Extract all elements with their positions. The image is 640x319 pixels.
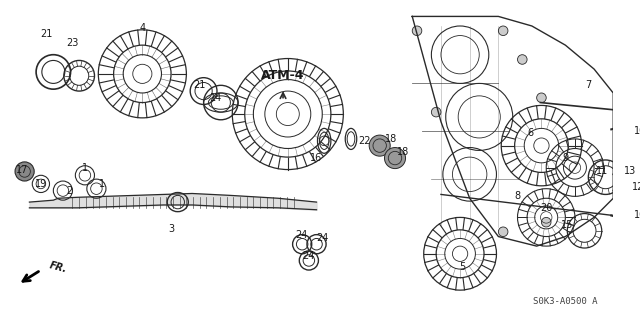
- Circle shape: [369, 135, 390, 156]
- Text: 11: 11: [596, 167, 608, 176]
- Text: 9: 9: [563, 153, 568, 163]
- Text: 17: 17: [15, 165, 28, 174]
- Circle shape: [499, 26, 508, 35]
- Text: 18: 18: [385, 134, 397, 144]
- Text: 12: 12: [632, 182, 640, 192]
- Circle shape: [518, 55, 527, 64]
- Circle shape: [537, 93, 546, 102]
- Text: 19: 19: [35, 179, 47, 189]
- Circle shape: [385, 147, 406, 169]
- Text: 21: 21: [193, 80, 206, 90]
- Text: 7: 7: [585, 80, 591, 90]
- Text: 10: 10: [634, 211, 640, 220]
- Circle shape: [628, 217, 640, 228]
- Text: 1: 1: [99, 179, 105, 189]
- Text: 24: 24: [303, 251, 315, 261]
- Text: 23: 23: [67, 38, 79, 48]
- Text: 18: 18: [397, 147, 409, 157]
- Circle shape: [15, 162, 34, 181]
- Text: 22: 22: [358, 136, 371, 146]
- Circle shape: [499, 227, 508, 237]
- Text: 21: 21: [40, 29, 53, 39]
- Text: 2: 2: [67, 186, 73, 196]
- Text: 3: 3: [168, 224, 174, 234]
- Text: 24: 24: [295, 230, 307, 240]
- Text: 5: 5: [459, 262, 465, 272]
- Text: 10: 10: [634, 126, 640, 136]
- Text: 1: 1: [82, 163, 88, 173]
- Text: 8: 8: [515, 191, 520, 201]
- Circle shape: [412, 26, 422, 35]
- Text: ATM-4: ATM-4: [261, 69, 305, 82]
- Text: 15: 15: [561, 220, 573, 230]
- Circle shape: [628, 117, 640, 128]
- Text: 20: 20: [540, 203, 552, 213]
- Text: 13: 13: [625, 167, 637, 176]
- Circle shape: [632, 191, 640, 200]
- Text: S0K3-A0500 A: S0K3-A0500 A: [533, 297, 598, 306]
- Circle shape: [541, 218, 551, 227]
- Text: 4: 4: [140, 23, 145, 33]
- Text: 16: 16: [310, 153, 323, 163]
- Text: 24: 24: [316, 234, 328, 243]
- Circle shape: [431, 107, 441, 117]
- Text: FR.: FR.: [49, 260, 68, 274]
- Circle shape: [630, 174, 639, 183]
- Text: 6: 6: [528, 128, 534, 138]
- Text: 14: 14: [210, 93, 222, 103]
